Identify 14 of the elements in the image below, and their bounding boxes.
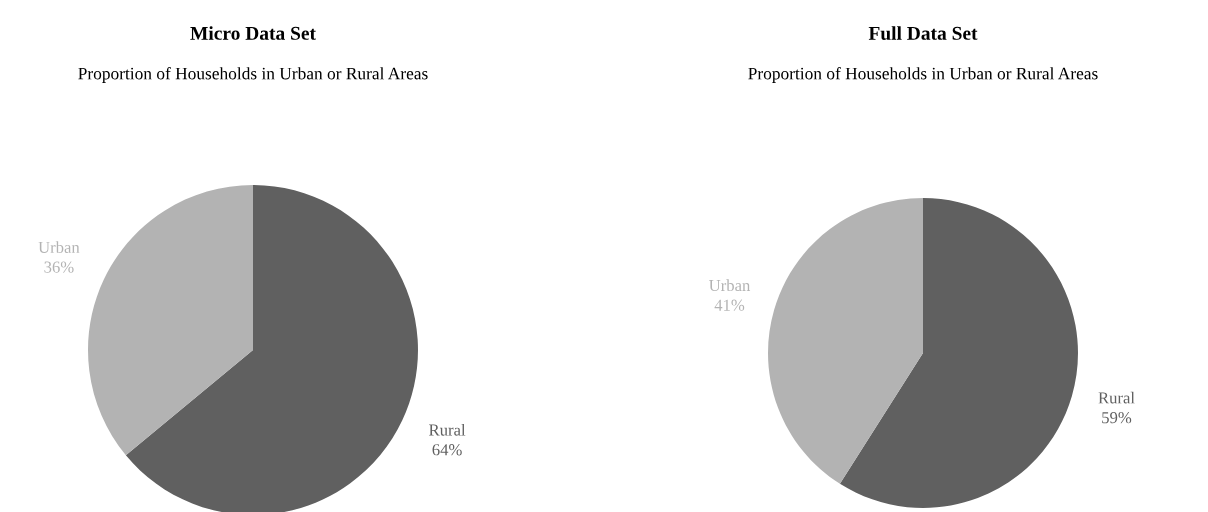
chart-title: Micro Data Set (190, 26, 316, 40)
chart-subtitle: Proportion of Households in Urban or Rural Areas (748, 67, 1098, 83)
chart-title: Full Data Set (868, 26, 978, 40)
data-label: 59% (1102, 412, 1132, 424)
data-label: 64% (432, 444, 462, 456)
slice-label: Urban (38, 241, 80, 253)
slice-label: Rural (429, 423, 466, 436)
data-label: 36% (44, 261, 74, 273)
slice-label: Urban (709, 279, 751, 292)
pie-slice (839, 198, 1078, 508)
pie-slice (768, 198, 923, 484)
slice-label: Rural (1098, 391, 1135, 404)
data-label: 41% (714, 299, 745, 311)
chart-subtitle: Proportion of Households in Urban or Rural Areas (78, 67, 428, 83)
